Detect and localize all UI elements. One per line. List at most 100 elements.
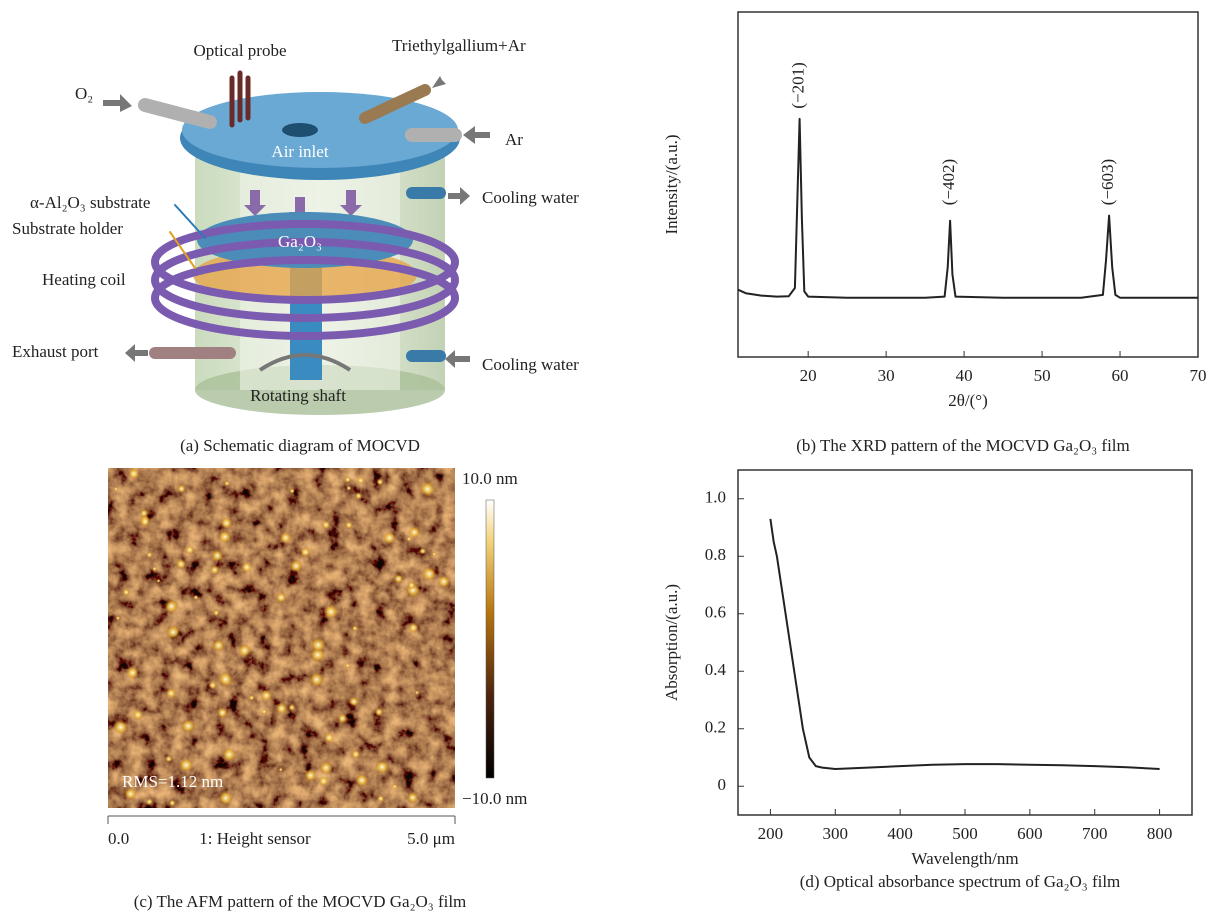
grain xyxy=(275,702,288,715)
grain xyxy=(377,795,385,803)
grain xyxy=(175,558,187,570)
grain xyxy=(279,531,292,544)
peak-label: (−201) xyxy=(788,62,807,108)
grain xyxy=(165,755,173,763)
data-line xyxy=(769,518,1160,770)
grain xyxy=(351,625,358,632)
caption: (d) Optical absorbance spectrum of Ga₂O₃… xyxy=(800,872,1121,891)
grain xyxy=(308,671,325,688)
caption: (b) The XRD pattern of the MOCVD Ga₂O₃ f… xyxy=(796,436,1130,455)
grain xyxy=(310,637,326,653)
grain xyxy=(124,787,137,801)
label: Cooling water xyxy=(482,355,579,374)
y-tick-label: 0 xyxy=(718,775,727,794)
grain xyxy=(212,609,220,617)
grain xyxy=(177,484,186,494)
grain xyxy=(211,549,224,563)
x-tick-label: 40 xyxy=(956,366,973,385)
grain xyxy=(218,530,232,544)
grain xyxy=(289,559,303,573)
x-tick-label: 70 xyxy=(1190,366,1207,385)
grain xyxy=(437,574,451,589)
grain xyxy=(289,488,295,494)
label: α-Al₂O₃ substrate xyxy=(30,193,150,212)
grain xyxy=(241,561,253,573)
x-tick-label: 300 xyxy=(823,824,849,843)
label: Heating coil xyxy=(42,270,126,289)
x-tick-label: 600 xyxy=(1017,824,1043,843)
grain xyxy=(356,476,365,485)
grain xyxy=(300,546,311,558)
y-tick-label: 1.0 xyxy=(705,488,726,507)
y-tick-label: 0.6 xyxy=(705,603,726,622)
grain xyxy=(165,624,181,640)
x-tick-label: 800 xyxy=(1147,824,1173,843)
grain xyxy=(374,759,390,775)
grain xyxy=(303,768,317,783)
grain xyxy=(337,713,348,724)
grain xyxy=(127,467,140,480)
scale-label: −10.0 nm xyxy=(462,789,527,808)
y-tick-label: 0.8 xyxy=(705,545,726,564)
x-tick-label: 400 xyxy=(887,824,913,843)
axis-label: 1: Height sensor xyxy=(199,829,311,848)
y-tick-label: 0.2 xyxy=(705,718,726,737)
grain xyxy=(351,749,361,760)
label: O₂ xyxy=(75,84,93,103)
grain xyxy=(208,681,217,690)
pipes xyxy=(138,70,462,362)
grain xyxy=(393,573,404,584)
grain xyxy=(218,790,233,806)
y-tick-label: 0.4 xyxy=(705,660,727,679)
grain xyxy=(224,480,230,487)
y-axis-title: Intensity/(a.u.) xyxy=(662,134,681,234)
afm-image xyxy=(108,468,455,808)
label: Rotating shaft xyxy=(250,386,346,405)
grain xyxy=(216,707,228,719)
grain xyxy=(408,622,419,634)
grain xyxy=(212,639,225,652)
grain xyxy=(145,798,154,806)
grain xyxy=(374,707,384,717)
grain xyxy=(407,581,416,590)
grain xyxy=(344,521,353,530)
grain xyxy=(164,598,179,614)
grain xyxy=(419,547,427,555)
grain xyxy=(278,767,283,772)
data-line xyxy=(737,117,1198,299)
label: Air inlet xyxy=(271,142,328,161)
label: Optical probe xyxy=(194,41,287,60)
grain xyxy=(321,520,331,530)
plot-frame xyxy=(737,11,1199,358)
grain xyxy=(408,526,421,539)
x-axis-title: Wavelength/nm xyxy=(911,849,1018,868)
grain xyxy=(132,709,144,721)
grain xyxy=(113,486,119,492)
grain xyxy=(222,747,237,762)
x-tick-label: 20 xyxy=(800,366,817,385)
grain xyxy=(323,732,335,744)
x-tick-label: 700 xyxy=(1082,824,1108,843)
grain xyxy=(344,476,352,484)
label: Exhaust port xyxy=(12,342,99,361)
grain xyxy=(414,690,420,695)
grain xyxy=(115,615,121,621)
grain xyxy=(392,784,398,790)
x-tick-label: 60 xyxy=(1112,366,1129,385)
grain xyxy=(248,694,255,701)
afm-panel: 10.0 nm −10.0 nm RMS=1.12 nm 0.0 1: Heig… xyxy=(107,467,527,911)
grain xyxy=(406,791,419,804)
grain xyxy=(319,760,333,775)
caption: (a) Schematic diagram of MOCVD xyxy=(180,436,420,455)
grain xyxy=(156,578,161,583)
grain xyxy=(139,508,149,518)
grain xyxy=(122,588,130,596)
grain xyxy=(146,551,153,558)
x-tick-label: 500 xyxy=(952,824,978,843)
grain xyxy=(261,708,267,715)
grain xyxy=(376,478,384,486)
grain xyxy=(432,551,437,557)
grain xyxy=(323,604,339,620)
grain xyxy=(126,666,140,680)
